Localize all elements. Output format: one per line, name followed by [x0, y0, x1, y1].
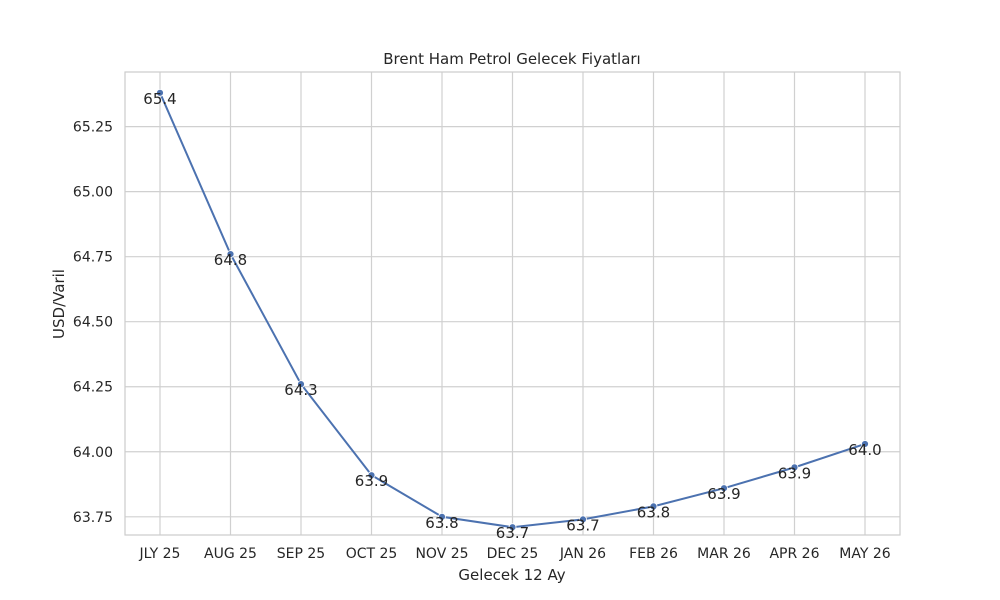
x-tick-label: DEC 25	[487, 546, 539, 562]
data-point	[579, 515, 587, 524]
data-points	[156, 88, 869, 532]
y-tick-label: 63.75	[73, 510, 113, 526]
chart-title: Brent Ham Petrol Gelecek Fiyatları	[383, 50, 640, 68]
y-tick-labels: 63.75 64.00 64.25 64.50 64.75 65.00 65.25	[73, 120, 113, 526]
x-tick-label: SEP 25	[277, 546, 325, 562]
x-axis-label: Gelecek 12 Ay	[458, 566, 565, 584]
data-label: 63.9	[355, 472, 388, 490]
data-labels: 65.4 64.8 64.3 63.9 63.8 63.7 63.7 63.8 63.9 63.9…	[143, 90, 881, 542]
y-tick-label: 64.50	[73, 315, 113, 331]
plot-frame	[124, 71, 901, 536]
data-label: 64.3	[284, 381, 317, 399]
data-point	[438, 512, 446, 521]
x-tick-label: OCT 25	[346, 546, 398, 562]
x-tick-label: MAR 26	[697, 546, 751, 562]
x-tick-labels: JLY 25 AUG 25 SEP 25 OCT 25 NOV 25 DEC 25 JAN …	[139, 546, 891, 562]
data-label: 63.9	[707, 485, 740, 503]
data-point	[226, 250, 235, 258]
y-tick-label: 64.75	[73, 250, 113, 266]
data-point	[790, 463, 799, 472]
data-point	[649, 502, 658, 511]
y-tick-label: 64.00	[73, 445, 113, 461]
y-tick-label: 64.25	[73, 380, 113, 396]
data-label: 63.9	[778, 464, 811, 482]
x-tick-label: AUG 25	[204, 546, 257, 562]
grid-lines	[125, 72, 900, 535]
data-point	[508, 523, 517, 532]
data-label: 65.4	[143, 90, 176, 108]
x-tick-label: JAN 26	[559, 546, 606, 562]
data-point	[156, 88, 164, 97]
data-label: 63.8	[637, 503, 670, 521]
data-label: 63.7	[566, 516, 599, 534]
data-point	[297, 380, 305, 389]
data-label: 63.7	[496, 524, 529, 542]
x-tick-label: JLY 25	[139, 546, 181, 562]
data-label: 64.0	[848, 441, 881, 459]
y-tick-label: 65.00	[73, 185, 113, 201]
y-tick-label: 65.25	[73, 120, 113, 136]
x-tick-label: NOV 25	[415, 546, 468, 562]
data-label: 64.8	[214, 251, 247, 269]
data-point	[367, 471, 376, 480]
x-tick-label: MAY 26	[839, 546, 890, 562]
x-tick-label: FEB 26	[629, 546, 678, 562]
data-label: 63.8	[425, 514, 458, 532]
data-point	[720, 484, 728, 493]
x-tick-label: APR 26	[769, 546, 819, 562]
data-point	[861, 440, 869, 448]
y-axis-label: USD/Varil	[50, 269, 68, 339]
